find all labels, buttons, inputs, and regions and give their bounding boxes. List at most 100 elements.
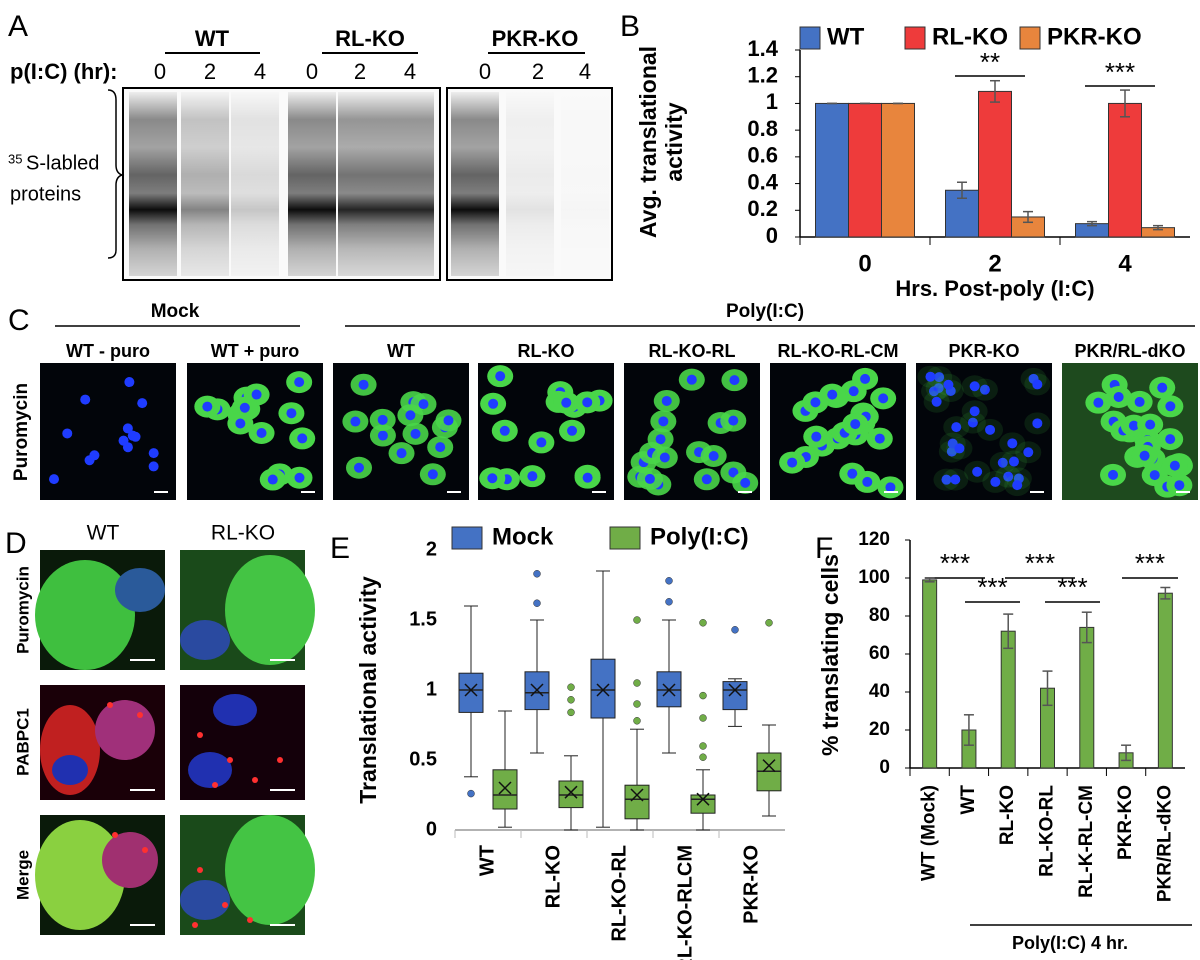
- legend-swatch: [451, 526, 483, 550]
- bar: [1079, 626, 1095, 769]
- nucleus: [1145, 419, 1156, 430]
- x-tick-label: RL-KO: [997, 785, 1018, 845]
- mean-marker: [464, 683, 478, 697]
- nucleus: [951, 422, 962, 433]
- y-tick-label: 0: [879, 757, 890, 778]
- x-tick-label: RL-K-RL-CM: [1076, 785, 1097, 898]
- nucleus: [950, 474, 961, 485]
- nucleus: [396, 448, 407, 459]
- column-label: RL-KO-RL: [649, 341, 736, 361]
- nucleus: [122, 423, 133, 434]
- lane-label: 4: [579, 59, 591, 84]
- row-label: Puromycin: [11, 383, 32, 481]
- nucleus: [358, 379, 369, 390]
- box: [690, 794, 716, 814]
- nucleus: [1012, 480, 1023, 491]
- nucleus: [256, 427, 267, 438]
- x-tick-label: PKR-KO: [740, 845, 762, 924]
- y-axis-label: Translational activity: [355, 576, 381, 804]
- nucleus: [115, 568, 165, 612]
- nucleus: [878, 393, 889, 404]
- group-label: WT: [195, 26, 230, 51]
- nucleus: [655, 434, 666, 445]
- nucleus: [294, 472, 305, 483]
- nucleus: [1113, 392, 1124, 403]
- column-label: WT: [87, 522, 120, 545]
- gel-lane: [386, 92, 434, 276]
- side-label: proteins: [10, 183, 81, 205]
- nucleus: [728, 467, 739, 478]
- micrograph: [40, 363, 176, 500]
- nucleus: [1165, 434, 1176, 445]
- lane-label: 0: [154, 59, 166, 84]
- x-tick-label: WT: [476, 845, 498, 876]
- micrographs: [35, 550, 315, 935]
- outlier: [699, 619, 707, 627]
- annotation: ***: [1057, 572, 1087, 602]
- nucleus: [286, 408, 297, 419]
- nucleus: [979, 384, 990, 395]
- x-tick-label: RL-KO: [542, 845, 564, 908]
- outlier: [567, 708, 575, 717]
- lane-label: 0: [306, 59, 318, 84]
- y-tick-label: 0.5: [409, 748, 437, 770]
- y-tick-label: 0: [766, 223, 778, 248]
- box: [492, 769, 518, 810]
- nucleus: [1139, 450, 1150, 461]
- condition-label: p(I:C) (hr):: [10, 59, 118, 84]
- nucleus: [1149, 470, 1160, 481]
- nucleus: [925, 371, 936, 382]
- nucleus: [941, 474, 952, 485]
- panel-letter: C: [8, 304, 30, 337]
- nucleus: [990, 476, 1001, 487]
- nucleus: [62, 428, 73, 439]
- bar: [1000, 630, 1016, 769]
- nucleus: [946, 446, 957, 457]
- nucleus: [52, 755, 88, 785]
- nucleus: [997, 457, 1008, 468]
- y-tick-label: 0.4: [747, 169, 778, 194]
- cell: [35, 560, 135, 670]
- gel-lane: [561, 92, 609, 276]
- nucleus: [728, 415, 739, 426]
- legend-label: RL-KO: [932, 23, 1008, 50]
- mean-marker: [630, 788, 644, 802]
- y-tick-label: 1.4: [747, 36, 778, 61]
- nucleus: [885, 482, 896, 493]
- outlier: [699, 753, 707, 761]
- x-tick-label: 2: [988, 250, 1001, 277]
- outlier: [699, 742, 707, 750]
- annotation: ***: [1135, 548, 1165, 578]
- nucleus: [1023, 447, 1034, 458]
- lane-label: 0: [479, 59, 491, 84]
- outlier: [731, 626, 739, 634]
- nucleus: [488, 398, 499, 409]
- y-tick-label: 0: [426, 818, 437, 840]
- y-tick-label: 0.8: [747, 116, 778, 141]
- nucleus: [89, 450, 100, 461]
- outlier: [567, 696, 575, 704]
- nucleus: [931, 396, 942, 407]
- x-tick-label: RL-KO-RLCM: [674, 845, 696, 960]
- nucleus: [740, 477, 751, 488]
- nucleus: [1008, 456, 1019, 467]
- nucleus: [701, 474, 712, 485]
- nucleus: [848, 386, 859, 397]
- bar: [848, 102, 882, 238]
- y-tick-label: 0.6: [747, 143, 778, 168]
- nucleus: [860, 373, 871, 384]
- nucleus: [1108, 469, 1119, 480]
- nucleus: [267, 474, 278, 485]
- cell: [35, 820, 125, 930]
- legend-label: Mock: [492, 523, 554, 550]
- nucleus: [582, 397, 593, 408]
- outlier: [533, 570, 541, 578]
- gel-lane: [338, 92, 386, 276]
- column-label: RL-KO-RL-CM: [778, 341, 899, 361]
- nucleus: [350, 416, 361, 427]
- nucleus: [850, 419, 861, 430]
- cell: [225, 815, 315, 925]
- y-tick-label: 20: [869, 719, 890, 740]
- bar: [815, 102, 849, 238]
- annotation: ***: [1025, 548, 1055, 578]
